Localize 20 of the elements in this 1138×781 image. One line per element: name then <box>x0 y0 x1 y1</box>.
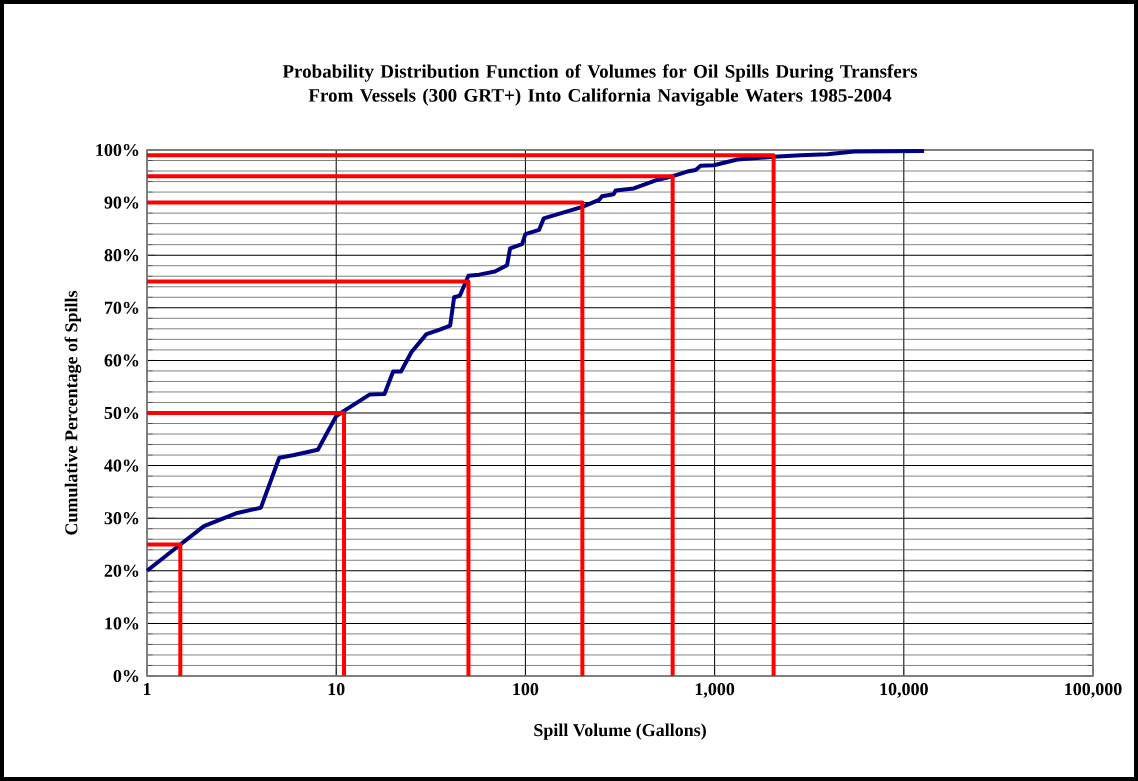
x-tick-label: 10 <box>328 683 345 696</box>
x-tick-label: 100 <box>513 683 539 696</box>
chart-title: Probability Distribution Function of Volumes for Oil Spills During Transfers From Vessels (300 GRT+) Into California Navigable Waters 1985-2004 <box>282 64 918 106</box>
x-axis-title: Spill Volume (Gallons) <box>534 723 706 740</box>
y-tick-label: 30% <box>104 512 139 525</box>
y-tick-label: 20% <box>104 564 139 577</box>
y-tick-label: 90% <box>104 196 139 209</box>
y-tick-label: 100% <box>96 143 139 157</box>
y-axis-title: Cumulative Percentage of Spills <box>64 290 82 535</box>
y-tick-label: 60% <box>104 354 139 367</box>
x-tick-label: 100,000 <box>1065 683 1122 698</box>
y-tick-label: 0% <box>113 669 139 683</box>
x-tick-label: 10,000 <box>880 683 928 698</box>
y-tick-label: 10% <box>105 617 139 630</box>
y-tick-label: 40% <box>104 459 139 472</box>
x-tick-label: 1 <box>143 683 151 695</box>
y-tick-label: 70% <box>104 301 139 314</box>
x-tick-label: 1,000 <box>695 683 735 698</box>
y-tick-label: 80% <box>104 249 139 262</box>
y-tick-label: 50% <box>104 406 139 420</box>
